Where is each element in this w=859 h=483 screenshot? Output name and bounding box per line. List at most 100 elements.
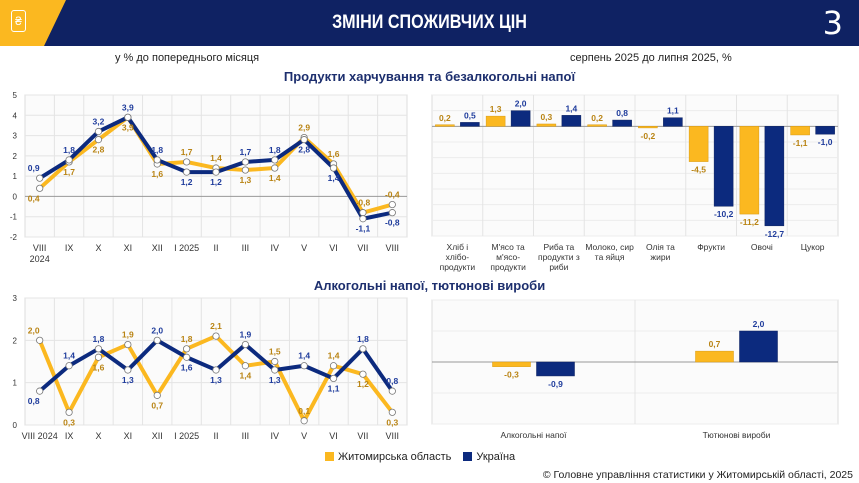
- bar-zhytomyr: [485, 115, 506, 127]
- data-label: 0,8: [616, 108, 628, 118]
- data-point: [271, 164, 279, 172]
- data-label: -11,2: [740, 217, 759, 227]
- data-point: [388, 209, 396, 217]
- data-label: 1,4: [328, 351, 340, 361]
- category-label: м'ясо-: [496, 252, 520, 262]
- x-tick-label: III: [242, 243, 250, 253]
- data-point: [271, 357, 279, 366]
- data-label: -0,2: [641, 131, 656, 141]
- data-point: [153, 391, 161, 399]
- data-label: 0,3: [386, 417, 398, 427]
- data-label: 1,9: [239, 330, 251, 340]
- data-point: [124, 113, 132, 121]
- y-tick-label: 1: [13, 379, 18, 388]
- category-label: продукти: [490, 262, 526, 272]
- bar-zhytomyr: [435, 124, 455, 127]
- data-label: -0,9: [548, 379, 563, 389]
- bar-ukraine: [739, 330, 778, 363]
- x-tick-label: IX: [65, 243, 74, 253]
- data-point: [241, 340, 249, 349]
- x-tick-label: VIII 2024: [22, 431, 58, 441]
- bar-zhytomyr: [695, 350, 734, 363]
- data-point: [36, 387, 44, 395]
- data-point: [241, 362, 249, 370]
- data-label: 1,8: [93, 334, 105, 344]
- data-label: -0,3: [504, 370, 519, 380]
- category-label: Алкогольні напої: [500, 430, 567, 440]
- data-label: 3,9: [122, 122, 134, 132]
- data-label: 1,3: [269, 375, 281, 385]
- y-tick-label: -2: [10, 233, 18, 242]
- bar-zhytomyr: [492, 361, 531, 367]
- y-tick-label: 1: [13, 172, 18, 181]
- data-label: 1,4: [565, 103, 577, 113]
- data-point: [183, 353, 191, 361]
- data-point: [359, 370, 367, 378]
- y-tick-label: 5: [13, 91, 18, 100]
- data-point: [271, 156, 279, 164]
- data-label: 1,1: [328, 383, 340, 393]
- x-tick-label: V: [301, 431, 307, 441]
- category-label: Риба та: [544, 242, 575, 252]
- x-tick-label: III: [242, 431, 250, 441]
- x-tick-label: V: [301, 243, 307, 253]
- data-point: [359, 345, 367, 353]
- data-point: [124, 340, 132, 349]
- category-label: риби: [549, 262, 568, 272]
- x-tick-label: XI: [124, 243, 133, 253]
- data-label: 0,7: [709, 339, 721, 349]
- data-point: [65, 408, 73, 416]
- data-label: 0,8: [386, 376, 398, 386]
- data-label: 0,9: [28, 163, 40, 173]
- y-tick-label: 2: [13, 152, 18, 161]
- data-point: [212, 366, 220, 374]
- data-label: -0,8: [356, 198, 371, 208]
- category-label: Цукор: [801, 242, 825, 252]
- data-point: [36, 174, 44, 182]
- section-title-alcohol: Алкогольні напої, тютюнові вироби: [313, 278, 546, 293]
- data-label: -1,1: [793, 138, 808, 148]
- x-tick-label: XI: [124, 431, 133, 441]
- subtitle-right: серпень 2025 до липня 2025, %: [570, 52, 732, 64]
- data-label: 2,0: [151, 325, 163, 335]
- x-tick-label: X: [95, 243, 101, 253]
- data-point: [183, 168, 191, 176]
- category-label: та яйця: [595, 252, 625, 262]
- data-label: 2,0: [753, 319, 765, 329]
- x-tick-label: X: [95, 431, 101, 441]
- x-tick-label: 2024: [30, 254, 50, 264]
- data-label: 0,2: [591, 113, 603, 123]
- legend-item-ukraine: Україна: [463, 451, 515, 463]
- x-tick-label: VIII: [386, 243, 400, 253]
- x-tick-label: IV: [271, 431, 280, 441]
- data-label: 1,6: [93, 362, 105, 372]
- category-label: хлібо-: [446, 252, 470, 262]
- x-tick-label: VII: [357, 431, 368, 441]
- data-label: 1,4: [298, 351, 310, 361]
- data-label: 2,0: [28, 325, 40, 335]
- bar-ukraine: [713, 126, 734, 207]
- data-point: [94, 127, 103, 136]
- footer-copyright: © Головне управління статистики у Житоми…: [542, 469, 853, 481]
- data-label: 1,2: [357, 379, 369, 389]
- x-tick-label: XII: [152, 431, 163, 441]
- subtitle-left: у % до попереднього місяця: [115, 52, 260, 64]
- y-tick-label: 4: [13, 111, 18, 120]
- x-tick-label: I 2025: [174, 431, 199, 441]
- data-label: 1,4: [210, 153, 222, 163]
- data-label: 2,8: [298, 145, 310, 155]
- bar-ukraine: [536, 361, 575, 377]
- data-point: [124, 366, 132, 374]
- data-label: 1,8: [181, 334, 193, 344]
- data-point: [241, 158, 249, 166]
- data-point: [36, 184, 44, 192]
- category-label: Молоко, сир: [585, 242, 634, 252]
- data-label: 1,6: [181, 362, 193, 372]
- data-label: 1,9: [122, 330, 134, 340]
- x-tick-label: II: [213, 243, 218, 253]
- x-tick-label: IV: [271, 243, 280, 253]
- y-tick-label: 3: [13, 132, 18, 141]
- data-label: 1,4: [269, 173, 281, 183]
